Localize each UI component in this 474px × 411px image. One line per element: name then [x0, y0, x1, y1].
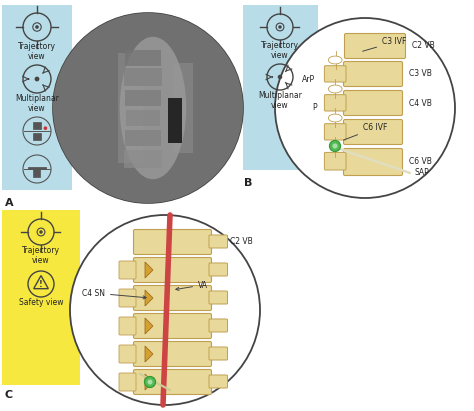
Polygon shape — [145, 374, 153, 390]
Text: Trajectory
view: Trajectory view — [261, 41, 299, 60]
FancyBboxPatch shape — [324, 66, 346, 82]
Circle shape — [145, 376, 155, 388]
Text: C6 IVF: C6 IVF — [344, 123, 387, 140]
Text: SAP: SAP — [415, 169, 430, 178]
FancyBboxPatch shape — [134, 369, 211, 395]
Circle shape — [40, 231, 42, 233]
FancyBboxPatch shape — [119, 373, 136, 391]
Bar — [124, 150, 162, 168]
FancyBboxPatch shape — [209, 263, 228, 276]
Bar — [243, 5, 318, 170]
Text: B: B — [244, 178, 252, 188]
Text: C2 VB: C2 VB — [230, 238, 253, 247]
Text: C4 VB: C4 VB — [409, 99, 432, 108]
Circle shape — [70, 215, 260, 405]
Ellipse shape — [120, 37, 186, 179]
Circle shape — [332, 143, 337, 148]
Bar — [33, 133, 41, 140]
Polygon shape — [145, 262, 153, 278]
Circle shape — [275, 18, 455, 198]
Text: !: ! — [39, 280, 43, 289]
FancyBboxPatch shape — [324, 124, 346, 140]
Bar — [33, 122, 41, 129]
Circle shape — [147, 379, 153, 385]
Polygon shape — [145, 318, 153, 334]
FancyBboxPatch shape — [134, 342, 211, 367]
Text: C: C — [5, 390, 13, 400]
Bar — [2, 210, 80, 385]
Circle shape — [53, 13, 243, 203]
FancyBboxPatch shape — [134, 314, 211, 339]
FancyBboxPatch shape — [209, 375, 228, 388]
Bar — [126, 110, 160, 126]
Text: Multiplanar
view: Multiplanar view — [15, 94, 59, 113]
FancyBboxPatch shape — [134, 258, 211, 282]
Ellipse shape — [328, 114, 342, 122]
Bar — [34, 168, 40, 178]
FancyBboxPatch shape — [324, 152, 346, 170]
Text: Trajectory
view: Trajectory view — [18, 42, 56, 61]
FancyBboxPatch shape — [344, 90, 402, 115]
Circle shape — [36, 26, 38, 28]
Bar — [2, 5, 72, 190]
Bar — [125, 130, 161, 146]
Text: VA: VA — [176, 280, 208, 291]
FancyBboxPatch shape — [119, 345, 136, 363]
Text: C3 IVF: C3 IVF — [363, 37, 406, 51]
Bar — [118, 53, 143, 163]
Text: Multiplanar
view: Multiplanar view — [258, 91, 302, 111]
Circle shape — [278, 76, 282, 79]
Text: Safety view: Safety view — [19, 298, 63, 307]
FancyBboxPatch shape — [134, 229, 211, 254]
Text: C3 VB: C3 VB — [409, 69, 432, 79]
FancyBboxPatch shape — [119, 261, 136, 279]
FancyBboxPatch shape — [119, 317, 136, 335]
FancyBboxPatch shape — [209, 319, 228, 332]
FancyBboxPatch shape — [344, 148, 402, 175]
Circle shape — [53, 13, 243, 203]
Polygon shape — [145, 290, 153, 306]
Circle shape — [44, 127, 46, 129]
Bar — [125, 50, 161, 66]
FancyBboxPatch shape — [209, 347, 228, 360]
Text: ArP: ArP — [302, 76, 315, 85]
FancyBboxPatch shape — [344, 62, 402, 86]
Text: A: A — [5, 198, 14, 208]
FancyBboxPatch shape — [134, 286, 211, 310]
Ellipse shape — [328, 85, 342, 93]
FancyBboxPatch shape — [344, 120, 402, 145]
Bar — [124, 68, 162, 86]
Text: C4 SN: C4 SN — [82, 289, 146, 299]
FancyBboxPatch shape — [209, 291, 228, 304]
Circle shape — [329, 141, 340, 152]
Text: C6 VB: C6 VB — [409, 157, 432, 166]
Text: C2 VB: C2 VB — [412, 42, 435, 51]
Polygon shape — [145, 346, 153, 362]
FancyBboxPatch shape — [119, 289, 136, 307]
Circle shape — [279, 26, 281, 28]
Ellipse shape — [328, 56, 342, 64]
Bar — [173, 63, 193, 153]
Bar — [125, 90, 161, 106]
FancyBboxPatch shape — [324, 95, 346, 111]
Bar — [168, 98, 182, 143]
Text: Trajectory
view: Trajectory view — [22, 246, 60, 266]
Text: P: P — [312, 104, 317, 113]
FancyBboxPatch shape — [209, 235, 228, 248]
FancyBboxPatch shape — [345, 34, 405, 58]
Circle shape — [36, 77, 39, 81]
